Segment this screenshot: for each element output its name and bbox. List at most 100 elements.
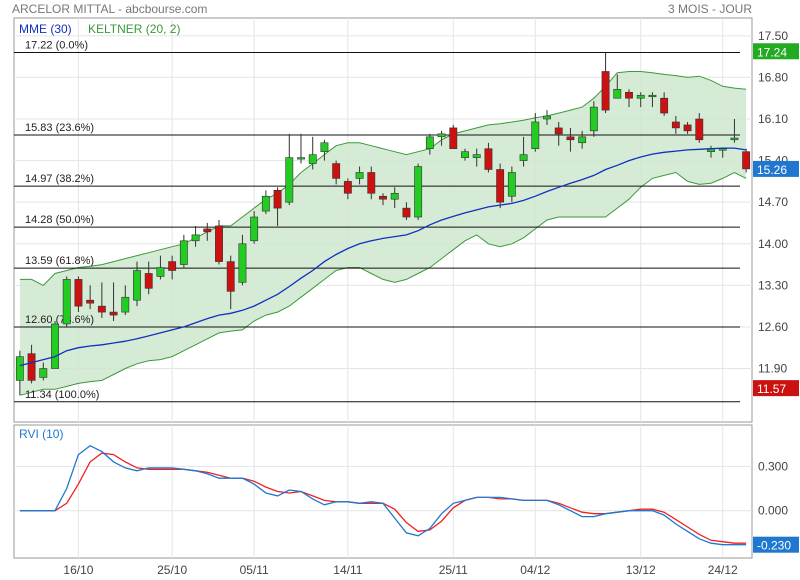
candle-body <box>566 136 575 141</box>
price-y-tick-label: 11.90 <box>758 362 787 376</box>
x-tick-label: 24/12 <box>708 563 738 577</box>
keltner-lower-line <box>19 171 747 396</box>
candle-body <box>636 94 645 99</box>
candle-body <box>390 192 399 200</box>
candle-body <box>484 148 493 170</box>
candle-body <box>742 151 751 170</box>
candle-body <box>109 311 118 316</box>
candle-body <box>51 323 59 369</box>
candle-body <box>121 296 130 313</box>
candle-body <box>554 127 563 135</box>
candle-body <box>625 91 633 99</box>
candle-body <box>285 157 294 203</box>
high-price-tag: 17.24 <box>757 45 787 59</box>
low-price-tag: 11.57 <box>757 382 786 396</box>
rvi-line <box>19 444 747 546</box>
candle-body <box>133 270 141 301</box>
candle-body <box>320 142 329 152</box>
candle-body <box>273 189 282 209</box>
candle-body <box>496 169 505 203</box>
fibonacci-label: 11.34 (100.0%) <box>25 389 99 401</box>
candle-body <box>27 353 36 381</box>
candle-body <box>97 305 106 313</box>
candle-body <box>308 154 317 164</box>
price-panel: 17.5016.8016.1015.4014.7014.0013.3012.60… <box>13 17 799 423</box>
rvi-value-tag-bg <box>753 536 799 553</box>
candle-body <box>519 154 528 161</box>
last-price-tag: 15.26 <box>757 163 787 177</box>
candle-body <box>367 172 376 194</box>
rvi-y-tick-label: 0.000 <box>758 504 788 518</box>
rvi-plot-frame <box>13 424 753 559</box>
candle-body <box>402 207 411 218</box>
x-tick-label: 04/12 <box>520 563 550 577</box>
candle-body <box>215 225 223 262</box>
x-tick-label: 25/10 <box>157 563 187 577</box>
keltner-upper-line <box>19 71 747 287</box>
legend-rvi: RVI (10) <box>19 427 64 441</box>
candle-body <box>461 151 469 158</box>
candle-body <box>718 148 727 151</box>
candle-body <box>191 234 200 242</box>
candle-body <box>671 121 680 129</box>
x-tick-label: 05/11 <box>240 563 269 577</box>
candle-body <box>355 172 364 179</box>
candle-body <box>332 163 341 179</box>
candle-body <box>613 88 622 99</box>
legend-keltner: KELTNER (20, 2) <box>88 22 181 36</box>
candle-body <box>531 121 540 150</box>
candle-body <box>168 261 177 271</box>
price-y-tick-label: 16.10 <box>758 112 788 126</box>
candle-body <box>62 279 71 325</box>
candle-body <box>203 228 212 233</box>
candle-body <box>437 133 446 138</box>
candle-body <box>250 216 259 242</box>
x-tick-label: 16/10 <box>63 563 93 577</box>
candle-body <box>297 157 305 160</box>
candle-body <box>589 106 598 132</box>
candle-body <box>226 261 235 292</box>
low-price-tag-bg <box>753 380 799 397</box>
price-y-tick-label: 17.50 <box>758 29 788 43</box>
high-price-tag-bg <box>753 43 799 60</box>
candle-body <box>179 240 188 265</box>
candle-body <box>86 299 95 304</box>
fibonacci-label: 12.60 (78.6%) <box>25 314 94 326</box>
candle-body <box>156 267 165 277</box>
candle-body <box>425 136 434 150</box>
candle-body <box>414 166 423 218</box>
price-y-tick-label: 13.30 <box>758 278 788 292</box>
rvi-value-tag: -0.230 <box>757 539 791 553</box>
fibonacci-label: 14.97 (38.2%) <box>25 173 94 185</box>
candle-body <box>343 181 352 194</box>
fibonacci-label: 15.83 (23.6%) <box>25 122 94 134</box>
rvi-panel: 16/10 25/10 05/11 14/11 25/11 04/12 13/12 24/12… <box>13 424 799 577</box>
candle-body <box>238 243 247 283</box>
fibonacci-label: 14.28 (50.0%) <box>25 214 94 226</box>
candle-body <box>144 273 153 289</box>
price-y-tick-label: 12.60 <box>758 320 788 334</box>
price-y-tick-label: 14.00 <box>758 237 788 251</box>
x-tick-label: 13/12 <box>626 563 656 577</box>
price-y-tick-label: 14.70 <box>758 195 788 209</box>
period-label: 3 MOIS - JOUR <box>667 2 752 16</box>
fibonacci-label: 13.59 (61.8%) <box>25 255 94 267</box>
x-tick-label: 14/11 <box>333 563 362 577</box>
keltner-band-fill <box>19 71 747 396</box>
candle-body <box>507 172 516 197</box>
last-price-tag-bg <box>753 160 799 177</box>
fibonacci-label: 17.22 (0.0%) <box>25 39 88 51</box>
candle-body <box>261 195 270 212</box>
candle-body <box>449 127 458 150</box>
candle-body <box>683 124 692 132</box>
candle-body <box>15 356 24 381</box>
x-tick-label: 25/11 <box>439 563 468 577</box>
mme-line <box>19 147 747 367</box>
rvi-y-tick-label: 0.300 <box>758 459 788 473</box>
candle-body <box>543 115 551 120</box>
chart-title: ARCELOR MITTAL - abcbourse.com <box>12 2 208 16</box>
candle-body <box>74 279 83 307</box>
candle-body <box>379 195 387 200</box>
candle-body <box>601 71 610 111</box>
